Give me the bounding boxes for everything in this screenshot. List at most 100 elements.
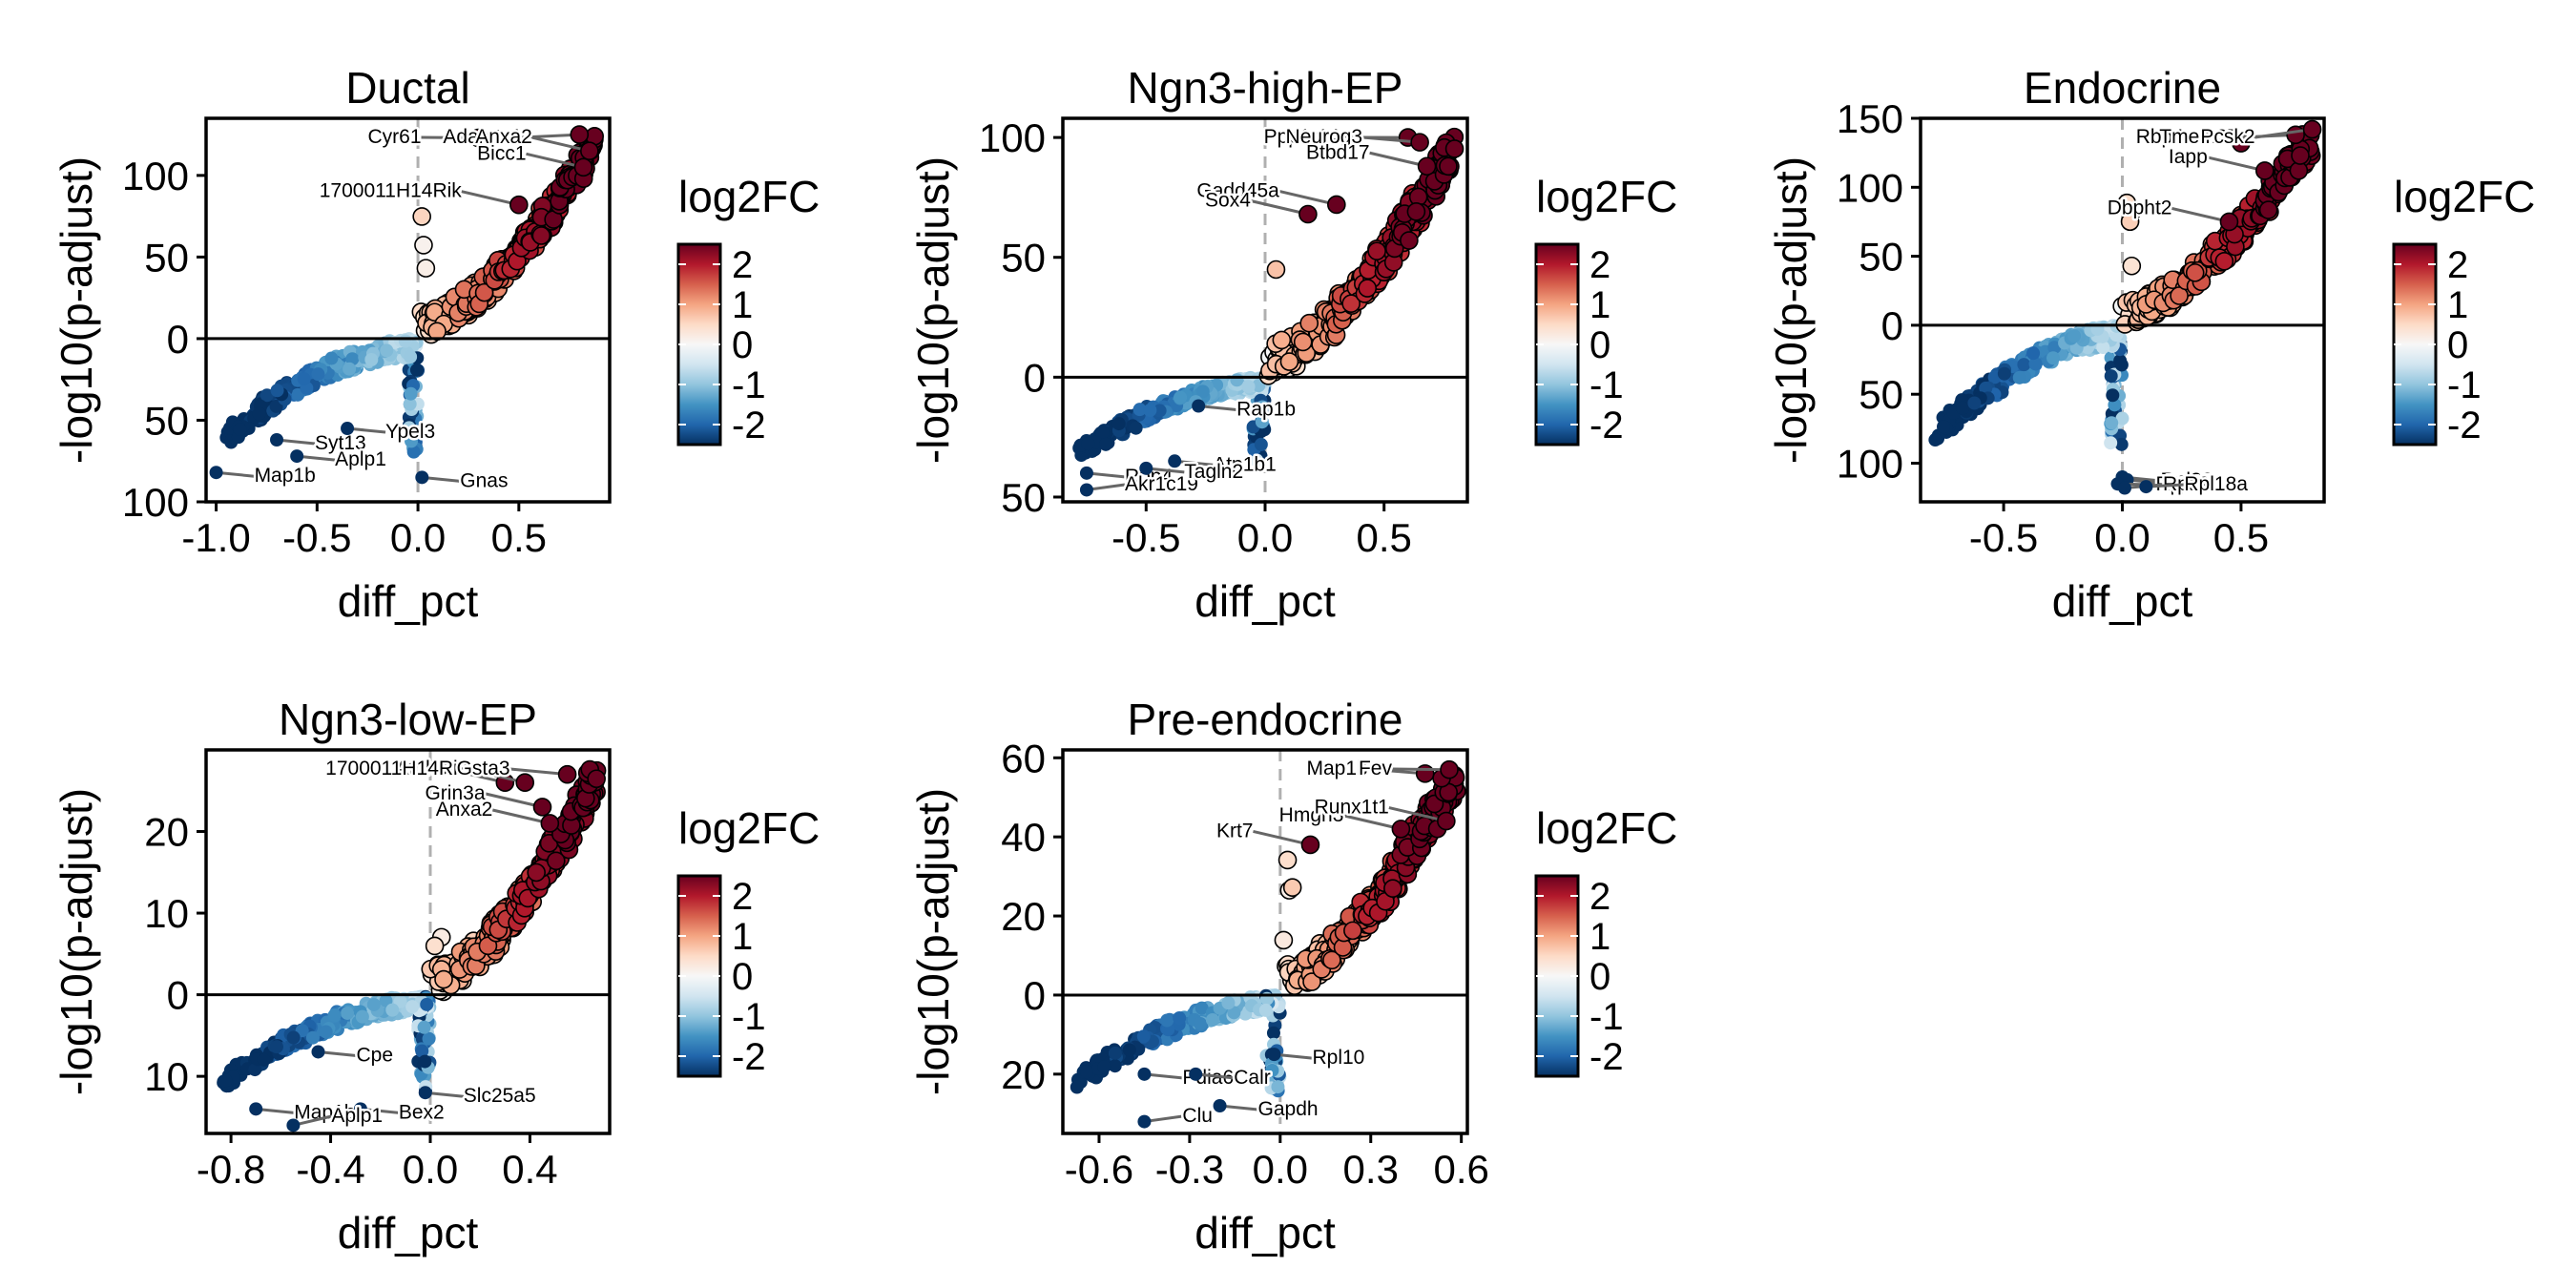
down-point [2096,341,2110,355]
labeled-point [570,125,590,144]
up-point [1358,279,1378,298]
down-point [366,997,381,1011]
gene-label: Rap1b [1236,399,1296,421]
gene-label: Adamts1 [443,126,522,148]
up-point [2170,286,2189,305]
down-point [2026,346,2041,361]
y-tick-label: 10 [144,1054,189,1099]
down-point [233,423,247,437]
up-point [1322,950,1341,970]
down-point [1195,384,1210,399]
up-point [1299,313,1319,333]
down-point [2114,437,2129,451]
up-point [1343,921,1362,941]
down-point [422,1031,436,1046]
legend: log2FC 210-1-2 [1534,172,1677,447]
label-connector [2183,135,2242,145]
up-point [425,936,445,956]
gene-label: Aplp1 [331,1105,383,1127]
label-connector [2207,156,2266,173]
down-point [1129,421,1143,435]
gene-label: Ypel3 [385,421,435,443]
down-point [1195,1001,1209,1015]
down-point [1227,1006,1241,1020]
up-point [2291,146,2310,165]
down-point [1079,1065,1093,1079]
label-connector [1391,767,1450,772]
x-tick-label: 0.0 [403,1147,458,1192]
up-point [1272,330,1292,350]
down-point [252,406,266,421]
legend-tick-label: 2 [2447,244,2468,286]
legend-tick-label: -1 [732,364,766,406]
x-axis-label: diff_pct [338,576,479,626]
labeled-point [1440,759,1459,779]
legend-title: log2FC [678,803,820,853]
down-point [402,421,416,435]
label-connector [531,135,591,153]
gene-label: Map1b [255,465,316,487]
point-cloud [1063,750,1467,1133]
legend-title: log2FC [678,172,820,221]
y-tick-label: 0 [167,973,189,1018]
down-point [415,1044,429,1058]
down-point [403,397,417,411]
up-point [2122,256,2142,276]
down-point [1205,1013,1219,1028]
legend-tick-label: -1 [732,996,766,1038]
y-tick-label: 0 [1024,973,1046,1018]
labeled-point [270,432,284,447]
gene-label: 1700011H14Rik [320,180,463,202]
down-point [385,1003,400,1017]
label-connector [526,152,584,169]
label-connector [485,792,543,809]
down-point [1143,404,1157,418]
down-point [404,386,418,401]
down-point [355,1009,369,1024]
down-point [305,1030,320,1045]
down-point [327,1008,342,1023]
down-point [418,1054,432,1069]
up-point [1278,850,1298,870]
down-point [2067,329,2082,343]
gene-label: Krt7 [1216,820,1254,841]
down-point [1153,404,1167,418]
x-tick-label: 0.6 [1433,1147,1488,1192]
x-tick-label: 0.0 [2094,515,2150,560]
x-tick-label: 0.5 [2213,515,2269,560]
x-tick-label: -0.8 [197,1147,265,1192]
gene-label: Map1b [294,1101,355,1123]
y-tick-label: 60 [1001,736,1046,780]
gene-label: Cyr61 [367,126,421,148]
up-point [2117,193,2137,213]
up-point [1406,201,1426,221]
y-tick-label: 100 [122,480,189,525]
down-point [1160,1013,1174,1028]
y-tick-label: 20 [1001,894,1046,939]
legend: log2FC 210-1-2 [1534,803,1677,1078]
labeled-point [1267,1048,1281,1062]
down-point [1081,437,1095,451]
down-point [405,434,419,448]
labeled-point [286,1118,301,1132]
gene-label: Runx1t1 [1315,797,1389,819]
down-point [270,384,284,398]
down-point [2105,416,2119,430]
labeled-point [1079,466,1093,480]
down-point [1173,1011,1187,1026]
up-point [1282,878,1302,898]
panel-3: Ngn3-low-EPdiff_pct-log10(p-adjust)-0.8-… [52,695,820,1257]
down-point [269,1040,283,1054]
y-tick-label: 100 [979,115,1046,160]
down-point [1099,437,1113,451]
point-cloud [1921,118,2324,502]
panel-title: Pre-endocrine [1128,695,1403,744]
y-axis-label: -log10(p-adjust) [52,788,101,1095]
down-point [257,1052,271,1067]
legend-tick-label: -2 [1589,1036,1624,1078]
down-point [1265,1063,1279,1077]
y-tick-label: 40 [1001,815,1046,860]
labeled-point [2219,212,2239,232]
x-tick-label: 0.5 [1357,515,1412,560]
label-connector [509,767,568,777]
